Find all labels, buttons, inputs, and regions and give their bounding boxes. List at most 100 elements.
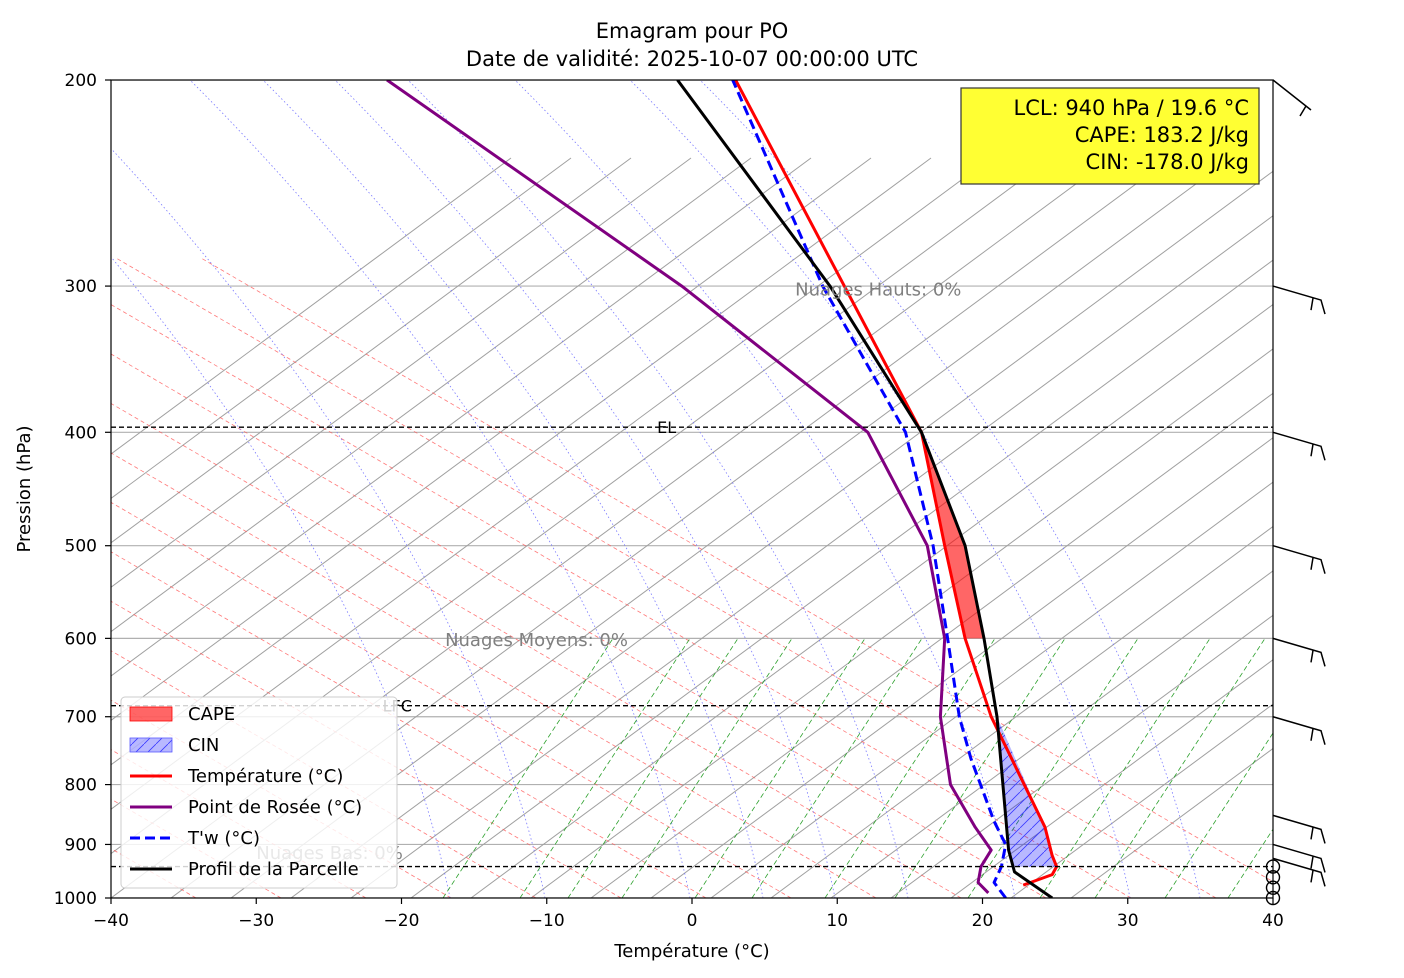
mixing-ratio-line	[694, 638, 866, 898]
mixing-ratio-line	[824, 638, 996, 898]
cloud-label: Nuages Hauts: 0%	[795, 279, 961, 300]
isotherm-line	[530, 348, 1273, 898]
dry-adiabat	[200, 257, 1273, 883]
mixing-ratio-line	[1164, 732, 1273, 898]
cape-area	[921, 432, 984, 639]
isotherm-line	[470, 303, 1273, 898]
y-tick-label: 400	[65, 423, 97, 443]
isotherm-line	[590, 392, 1273, 898]
y-tick-label: 800	[65, 776, 97, 796]
legend-swatch	[129, 706, 173, 722]
mixing-ratio-line	[442, 638, 614, 898]
mixing-ratio-line	[519, 638, 691, 898]
moist-adiabat	[262, 80, 764, 898]
series-line	[386, 80, 993, 894]
dry-adiabat	[111, 353, 1047, 898]
calm-wind-circle	[1265, 880, 1281, 895]
moist-adiabat	[407, 80, 909, 898]
wind-barb	[1272, 79, 1312, 117]
isotherm-line	[111, 157, 872, 722]
mixing-ratio-line	[751, 638, 923, 898]
wind-barb	[1272, 857, 1326, 887]
isotherm-line	[1010, 703, 1273, 898]
isotherm-line	[290, 170, 1273, 898]
mixing-ratio-line	[894, 638, 1066, 898]
series-line	[734, 80, 1059, 887]
moist-adiabat	[334, 80, 836, 898]
dry-adiabat	[111, 452, 877, 898]
moist-adiabat	[699, 80, 1201, 898]
x-tick-label: 0	[687, 911, 698, 931]
x-tick-label: −30	[238, 911, 274, 931]
calm-wind-circle	[1265, 870, 1281, 885]
profile-series	[386, 80, 1059, 898]
legend-label: T'w (°C)	[187, 828, 260, 849]
y-tick-label: 200	[65, 71, 97, 91]
cape-cin-areas	[921, 432, 1057, 867]
info-box: LCL: 940 hPa / 19.6 °C CAPE: 183.2 J/kg CI…	[960, 87, 1260, 185]
moist-adiabat	[629, 80, 1131, 898]
legend-label: CAPE	[188, 704, 235, 725]
chart-subtitle: Date de validité: 2025-10-07 00:00:00 UT…	[466, 47, 918, 71]
x-tick-label: 40	[1262, 911, 1284, 931]
x-tick-label: 30	[1117, 911, 1139, 931]
chart-title: Emagram pour PO	[596, 19, 789, 43]
level-label: EL	[657, 418, 676, 437]
cloud-label: Nuages Moyens: 0%	[445, 630, 628, 651]
mixing-ratio-line	[1039, 638, 1211, 898]
dry-adiabat	[111, 304, 1132, 898]
x-tick-label: 20	[972, 911, 994, 931]
wind-barb	[1272, 544, 1326, 574]
isotherm-line	[111, 157, 812, 677]
legend-swatch	[129, 737, 173, 753]
wind-barb	[1272, 431, 1326, 461]
info-box-background	[960, 87, 1260, 185]
dry-adiabat	[111, 897, 112, 898]
mixing-ratio-line	[1227, 828, 1273, 898]
dry-adiabat	[115, 257, 1217, 898]
isotherm-line	[770, 525, 1273, 898]
info-box-line: LCL: 940 hPa / 19.6 °C	[1014, 96, 1250, 120]
x-tick-label: −20	[384, 911, 420, 931]
calm-wind-circle	[1265, 890, 1281, 906]
isotherm-line	[111, 157, 752, 633]
moist-adiabat	[111, 147, 546, 898]
wind-barb	[1272, 637, 1326, 667]
mixing-ratio-line	[621, 638, 793, 898]
isotherm-line	[830, 570, 1273, 898]
isotherm-line	[111, 157, 512, 455]
series-line	[731, 80, 1008, 898]
y-tick-label: 900	[65, 835, 97, 855]
dry-adiabat	[111, 402, 962, 898]
info-box-line: CAPE: 183.2 J/kg	[1075, 123, 1249, 147]
x-tick-label: −40	[93, 911, 129, 931]
info-box-line: CIN: -178.0 J/kg	[1086, 150, 1249, 174]
legend-frame	[120, 696, 398, 889]
legend-label: Profil de la Parcelle	[188, 859, 359, 880]
calm-wind-circle	[1265, 859, 1281, 874]
isotherm-line	[1070, 747, 1273, 898]
y-axis-label: Pression (hPa)	[14, 425, 35, 552]
moist-adiabat	[189, 80, 691, 898]
y-tick-label: 1000	[54, 889, 97, 909]
isotherm-line	[710, 481, 1273, 898]
mixing-ratio-line	[1094, 638, 1266, 898]
legend-label: CIN	[188, 735, 219, 756]
isotherm-line	[111, 157, 932, 766]
x-tick-label: −10	[529, 911, 565, 931]
isotherm-line	[350, 215, 1273, 898]
wind-barb	[1272, 814, 1326, 844]
dry-adiabat	[0, 258, 26, 898]
isotherm-line	[111, 157, 572, 500]
legend: CAPE CIN Température (°C) Point de Rosée (°…	[120, 696, 398, 889]
dry-adiabat	[111, 501, 792, 898]
isotherm-line	[950, 659, 1273, 898]
series-line	[676, 80, 1054, 898]
y-tick-label: 700	[65, 708, 97, 728]
y-tick-label: 500	[65, 537, 97, 557]
y-tick-label: 300	[65, 277, 97, 297]
isotherm-line	[230, 157, 1232, 898]
x-tick-label: 10	[826, 911, 848, 931]
y-tick-label: 600	[65, 629, 97, 649]
